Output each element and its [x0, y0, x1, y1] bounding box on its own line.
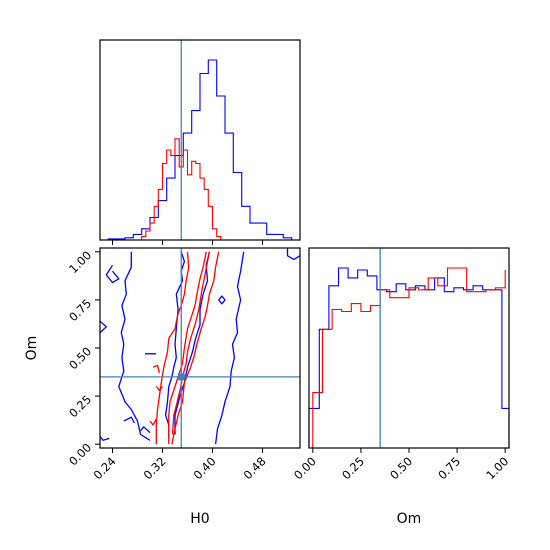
- contour-line: [171, 251, 211, 435]
- contour-line: [152, 364, 161, 374]
- panel-h0-marginal: [99, 39, 301, 245]
- x-tick-label: 0.00: [291, 454, 319, 482]
- y-tick-label: 1.00: [66, 248, 94, 276]
- contour-line: [118, 251, 151, 441]
- panel-frame: [99, 39, 301, 241]
- x-tick-label: 0.48: [241, 454, 269, 482]
- y-tick-label: 0.25: [66, 392, 94, 420]
- truth-marker: [177, 373, 185, 381]
- x-tick-label: 0.75: [435, 454, 463, 482]
- x-axis-label-h0: H0: [190, 511, 209, 527]
- contour-line: [218, 295, 226, 305]
- contour-line: [149, 418, 157, 426]
- histogram-series-2: [137, 138, 222, 241]
- contour-line: [155, 386, 164, 391]
- x-tick-label: 0.32: [141, 454, 169, 482]
- om-histogram-series-group: [308, 267, 510, 448]
- x-axis-label-om: Om: [397, 511, 422, 527]
- contour-line: [174, 251, 211, 435]
- contour-group: [100, 248, 300, 445]
- contour-line: [123, 416, 135, 424]
- top-panel-tick-group: [112, 240, 263, 245]
- histogram-series-1: [100, 59, 300, 241]
- contour-line: [100, 320, 107, 334]
- contour-line: [105, 264, 120, 284]
- panel-om-marginal: 0.00 0.25 0.50 0.75 1.00 Om: [291, 247, 511, 527]
- contour-line: [100, 436, 110, 441]
- x-tick-label: 0.25: [339, 454, 367, 482]
- histogram-series-2: [312, 267, 506, 448]
- x-tick-label: 1.00: [483, 454, 511, 482]
- y-tick-label: 0.00: [66, 440, 94, 468]
- contour-line: [140, 426, 151, 434]
- h0-histogram-series-group: [100, 59, 300, 241]
- y-tick-label: 0.50: [66, 344, 94, 372]
- contour-line: [214, 251, 245, 445]
- y-axis-label-om: Om: [24, 336, 40, 361]
- x-tick-label: 0.50: [387, 454, 415, 482]
- contour-line: [286, 248, 300, 261]
- x-tick-group: 0.24 0.32 0.40 0.48: [91, 448, 269, 482]
- y-tick-label: 0.75: [66, 296, 94, 324]
- contour-line: [171, 251, 220, 445]
- histogram-series-1: [308, 267, 510, 448]
- x-tick-label: 0.24: [91, 454, 119, 482]
- panel-om-vs-h0: 0.24 0.32 0.40 0.48 0.00 0.25 0.50 0.75 1.00 H0…: [24, 247, 301, 527]
- contour-line: [168, 251, 207, 445]
- y-tick-group: 0.00 0.25 0.50 0.75 1.00: [66, 248, 100, 468]
- contour-line: [155, 251, 190, 445]
- x-tick-group: 0.00 0.25 0.50 0.75 1.00: [291, 448, 511, 482]
- x-tick-label: 0.40: [191, 454, 219, 482]
